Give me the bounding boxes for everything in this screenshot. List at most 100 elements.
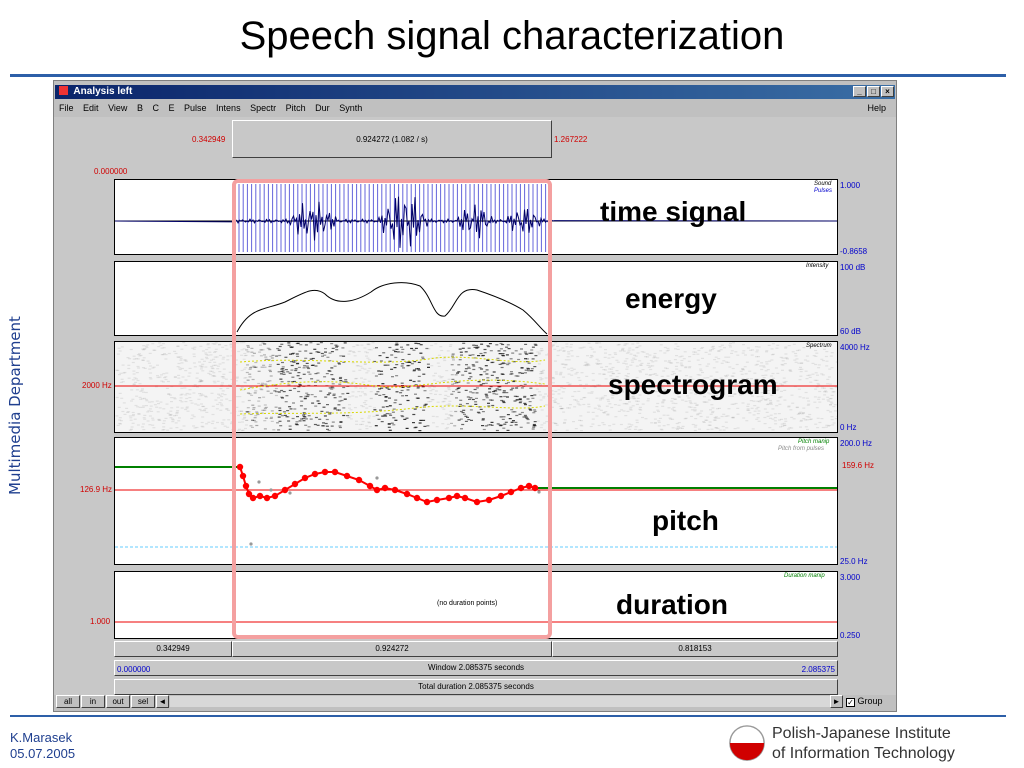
spectrogram-cell	[324, 348, 327, 350]
spectrogram-cell	[302, 414, 306, 416]
spectrogram-cell	[632, 398, 636, 400]
spectrogram-cell	[568, 383, 572, 385]
zoom-all-button[interactable]: all	[56, 695, 80, 708]
spectrogram-cell	[607, 371, 611, 373]
window-titlebar[interactable]: Analysis left _ □ ×	[55, 85, 895, 99]
menu-b[interactable]: B	[136, 103, 143, 113]
window-duration-bar[interactable]: 0.000000 Window 2.085375 seconds 2.08537…	[114, 660, 838, 676]
spectrogram-cell	[379, 360, 383, 362]
menu-spectr[interactable]: Spectr	[250, 103, 277, 113]
spectrogram-cell	[365, 428, 369, 430]
spectrogram-cell	[773, 413, 777, 415]
selection-duration-button[interactable]: 0.924272 (1.082 / s)	[232, 120, 552, 158]
spectrogram-cell	[455, 382, 459, 384]
spectrogram-cell	[136, 358, 140, 360]
spectrogram-cell	[554, 371, 558, 373]
spectrogram-cell	[446, 417, 450, 419]
spectrogram-cell	[825, 424, 829, 426]
menu-pitch[interactable]: Pitch	[285, 103, 306, 113]
scroll-right-icon[interactable]: ►	[830, 695, 843, 708]
menu-dur[interactable]: Dur	[315, 103, 330, 113]
spectrogram-cell	[219, 388, 223, 390]
spectrogram-cell	[748, 412, 752, 414]
segment-after[interactable]: 0.818153	[552, 641, 838, 657]
spectrogram-cell	[164, 358, 168, 360]
zoom-sel-button[interactable]: sel	[131, 695, 155, 708]
spectrogram-cell	[161, 343, 165, 345]
zoom-out-button[interactable]: out	[106, 695, 130, 708]
spectrogram-cell	[539, 373, 543, 375]
menu-help[interactable]: Help	[867, 103, 886, 113]
spectrogram-cell	[421, 386, 425, 388]
menu-pulse[interactable]: Pulse	[184, 103, 207, 113]
spectrogram-cell	[182, 425, 186, 427]
spectrogram-cell	[145, 405, 148, 407]
spectrogram-cell	[303, 398, 307, 400]
segment-selection[interactable]: 0.924272	[232, 641, 552, 657]
spectrogram-cell	[645, 353, 649, 355]
spectrogram-cell	[238, 396, 242, 398]
spectrogram-cell	[793, 359, 797, 361]
spectrogram-cell	[230, 412, 233, 414]
spectrogram-cell	[762, 366, 766, 368]
spectrogram-cell	[487, 346, 491, 348]
scroll-left-icon[interactable]: ◄	[156, 695, 169, 708]
menu-view[interactable]: View	[108, 103, 128, 113]
spectrogram-cell	[797, 349, 801, 351]
spectrogram-cell	[679, 362, 683, 364]
spectrogram-cell	[770, 354, 774, 356]
spectrogram-cell	[684, 367, 688, 369]
menu-edit[interactable]: Edit	[83, 103, 99, 113]
spectrogram-cell	[475, 397, 478, 399]
analysis-canvas[interactable]: 0.342949 0.924272 (1.082 / s) 1.267222 0…	[54, 117, 896, 697]
spectrogram-cell	[299, 405, 303, 407]
pitch-pulse-point	[288, 491, 292, 495]
spectrogram-cell	[480, 368, 484, 370]
group-toggle[interactable]: ✓ Group	[846, 695, 883, 708]
total-duration-bar[interactable]: Total duration 2.085375 seconds	[114, 679, 838, 695]
spectrogram-cell	[451, 355, 454, 357]
menu-e[interactable]: E	[168, 103, 175, 113]
spectrogram-cell	[497, 350, 501, 352]
menu-intens[interactable]: Intens	[216, 103, 241, 113]
maximize-button[interactable]: □	[867, 86, 880, 97]
menu-synth[interactable]: Synth	[339, 103, 363, 113]
spectrogram-cell	[824, 391, 828, 393]
segment-before[interactable]: 0.342949	[114, 641, 232, 657]
scroll-track[interactable]	[170, 696, 830, 707]
spectrogram-cell	[354, 396, 358, 398]
spectrogram-cell	[328, 352, 332, 354]
spectrogram-cell	[156, 411, 160, 413]
pitch-panel[interactable]	[114, 437, 838, 565]
spectrogram-cell	[291, 360, 295, 362]
spectrogram-cell	[167, 393, 171, 395]
menu-c[interactable]: C	[152, 103, 159, 113]
menu-file[interactable]: File	[59, 103, 74, 113]
spectrogram-cell	[438, 393, 442, 396]
spectrogram-cell	[437, 365, 441, 367]
spectrogram-cell	[573, 399, 577, 401]
spectrogram-cell	[215, 408, 219, 410]
spectrogram-cell	[601, 396, 605, 398]
spectrogram-cell	[328, 370, 332, 372]
spectrogram-cell	[663, 346, 667, 349]
spectrogram-cell	[241, 413, 245, 415]
spectrogram-cell	[464, 370, 468, 372]
spectrogram-cell	[138, 396, 142, 398]
spectrogram-cell	[337, 404, 341, 406]
spectrogram-cell	[790, 427, 794, 429]
pitch-pulse-point	[269, 488, 273, 492]
spectrogram-cell	[325, 411, 329, 413]
spectrogram-cell	[784, 347, 788, 349]
duration-panel[interactable]: (no duration points)	[114, 571, 838, 639]
spectrogram-cell	[216, 368, 220, 370]
spectrogram-cell	[360, 344, 364, 346]
group-checkbox[interactable]: ✓	[846, 698, 855, 707]
intensity-panel[interactable]	[114, 261, 838, 336]
spectrogram-cell	[316, 372, 320, 374]
close-button[interactable]: ×	[881, 86, 894, 97]
spectrogram-cell	[118, 392, 122, 394]
zoom-in-button[interactable]: in	[81, 695, 105, 708]
spectrogram-cell	[684, 400, 688, 402]
minimize-button[interactable]: _	[853, 86, 866, 97]
